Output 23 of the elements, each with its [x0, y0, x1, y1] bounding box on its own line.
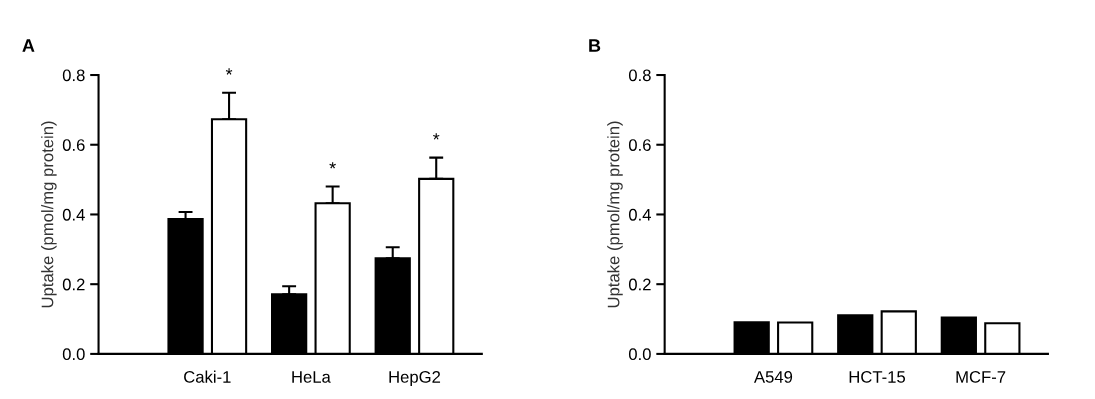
x-tick-label: HCT-15	[849, 371, 906, 383]
y-tick-label: 0.8	[628, 69, 651, 82]
chart-title: B	[589, 39, 601, 52]
y-tick-label: 0.4	[628, 208, 651, 221]
y-tick-label: 0.4	[62, 208, 85, 221]
y-tick-label: 0.6	[628, 139, 651, 151]
y-tick-label: 0.2	[628, 278, 651, 291]
y-tick-label: 0.0	[628, 348, 651, 361]
annotation: *	[329, 162, 336, 169]
y-tick-label: 0.2	[62, 278, 85, 291]
chart-title: A	[22, 39, 35, 52]
y-tick-label: 0.6	[62, 139, 85, 151]
y-tick-label: 0.8	[62, 69, 85, 82]
y-axis-title: Uptake (pmol/mg protein)	[41, 121, 57, 308]
annotation: *	[433, 133, 440, 140]
text: *	[225, 68, 233, 75]
x-tick-label: HepG2	[389, 371, 441, 387]
x-tick-label: HeLa	[292, 371, 331, 383]
x-tick-label: Caki-1	[184, 370, 231, 383]
x-tick-label: MCF-7	[956, 371, 1006, 383]
x-tick-label: A549	[754, 371, 793, 383]
y-axis-title: Uptake (pmol/mg protein)	[607, 121, 623, 308]
y-tick-label: 0.0	[62, 348, 85, 361]
